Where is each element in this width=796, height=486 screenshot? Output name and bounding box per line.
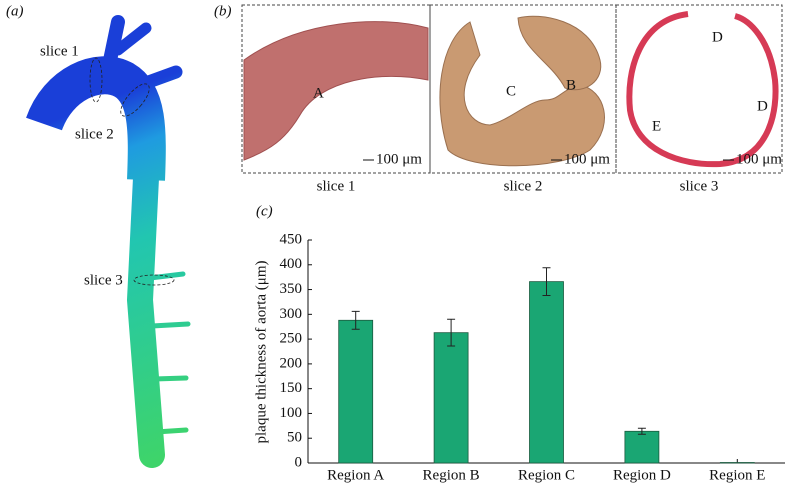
error-bar [542, 267, 551, 297]
bar [529, 281, 564, 464]
x-tick-label: Region B [423, 467, 480, 483]
region-label: E [652, 118, 661, 134]
region-label: A [313, 85, 324, 101]
tissue-image [439, 21, 605, 167]
y-tick-label: 250 [280, 331, 303, 347]
y-tick-label: 450 [280, 231, 303, 247]
y-tick-label: 200 [280, 355, 303, 371]
tissue-image [243, 21, 429, 161]
panel-c: (c) plaque thickness of aorta (μm) 0 50 10… [253, 203, 785, 483]
y-tick-label: 100 [280, 405, 303, 421]
panel-a: (a) slice 1 slice 2 slice 3 [6, 3, 191, 468]
y-axis-label: plaque thickness of aorta (μm) [253, 261, 269, 444]
panel-label: (c) [256, 203, 273, 219]
bar [338, 319, 374, 464]
image-caption: slice 1 [317, 178, 356, 194]
region-label: C [506, 83, 516, 99]
error-bar [351, 310, 360, 330]
image-caption: slice 3 [680, 178, 719, 194]
region-label: B [566, 77, 576, 93]
region-label: D [757, 98, 768, 114]
scale-bar-label: 100 μm [376, 151, 422, 167]
region-label: D [712, 29, 723, 45]
slice-label: slice 3 [84, 272, 123, 288]
y-tick-label: 350 [280, 281, 303, 297]
image-frames [241, 4, 783, 174]
x-tick-label: Region E [709, 467, 765, 483]
scale-bar-label: 100 μm [564, 151, 610, 167]
slice-markers [89, 57, 175, 286]
y-tick-label: 400 [280, 256, 303, 272]
slice-label: slice 1 [40, 43, 79, 59]
bar [624, 430, 660, 464]
slice-label: slice 2 [75, 126, 114, 142]
bar [433, 332, 469, 464]
x-tick-label: Region C [518, 467, 575, 483]
y-tick-label: 0 [295, 454, 303, 470]
aorta-model [26, 15, 191, 468]
y-tick-label: 50 [287, 430, 302, 446]
panel-label: (a) [6, 3, 24, 19]
image-caption: slice 2 [504, 178, 543, 194]
x-tick-label: Region A [327, 467, 384, 483]
scale-bar-label: 100 μm [736, 151, 782, 167]
x-tick-label: Region D [613, 467, 671, 483]
panel-label: (b) [214, 3, 232, 19]
error-bar [637, 427, 646, 435]
y-tick-label: 300 [280, 306, 303, 322]
error-bar [447, 318, 456, 347]
tissue-image [626, 11, 779, 168]
panel-b: (b) A C B D D E 100 μm 100 μm 100 μm sli… [214, 3, 783, 194]
tissue-image [517, 15, 602, 91]
y-tick-label: 150 [280, 380, 303, 396]
